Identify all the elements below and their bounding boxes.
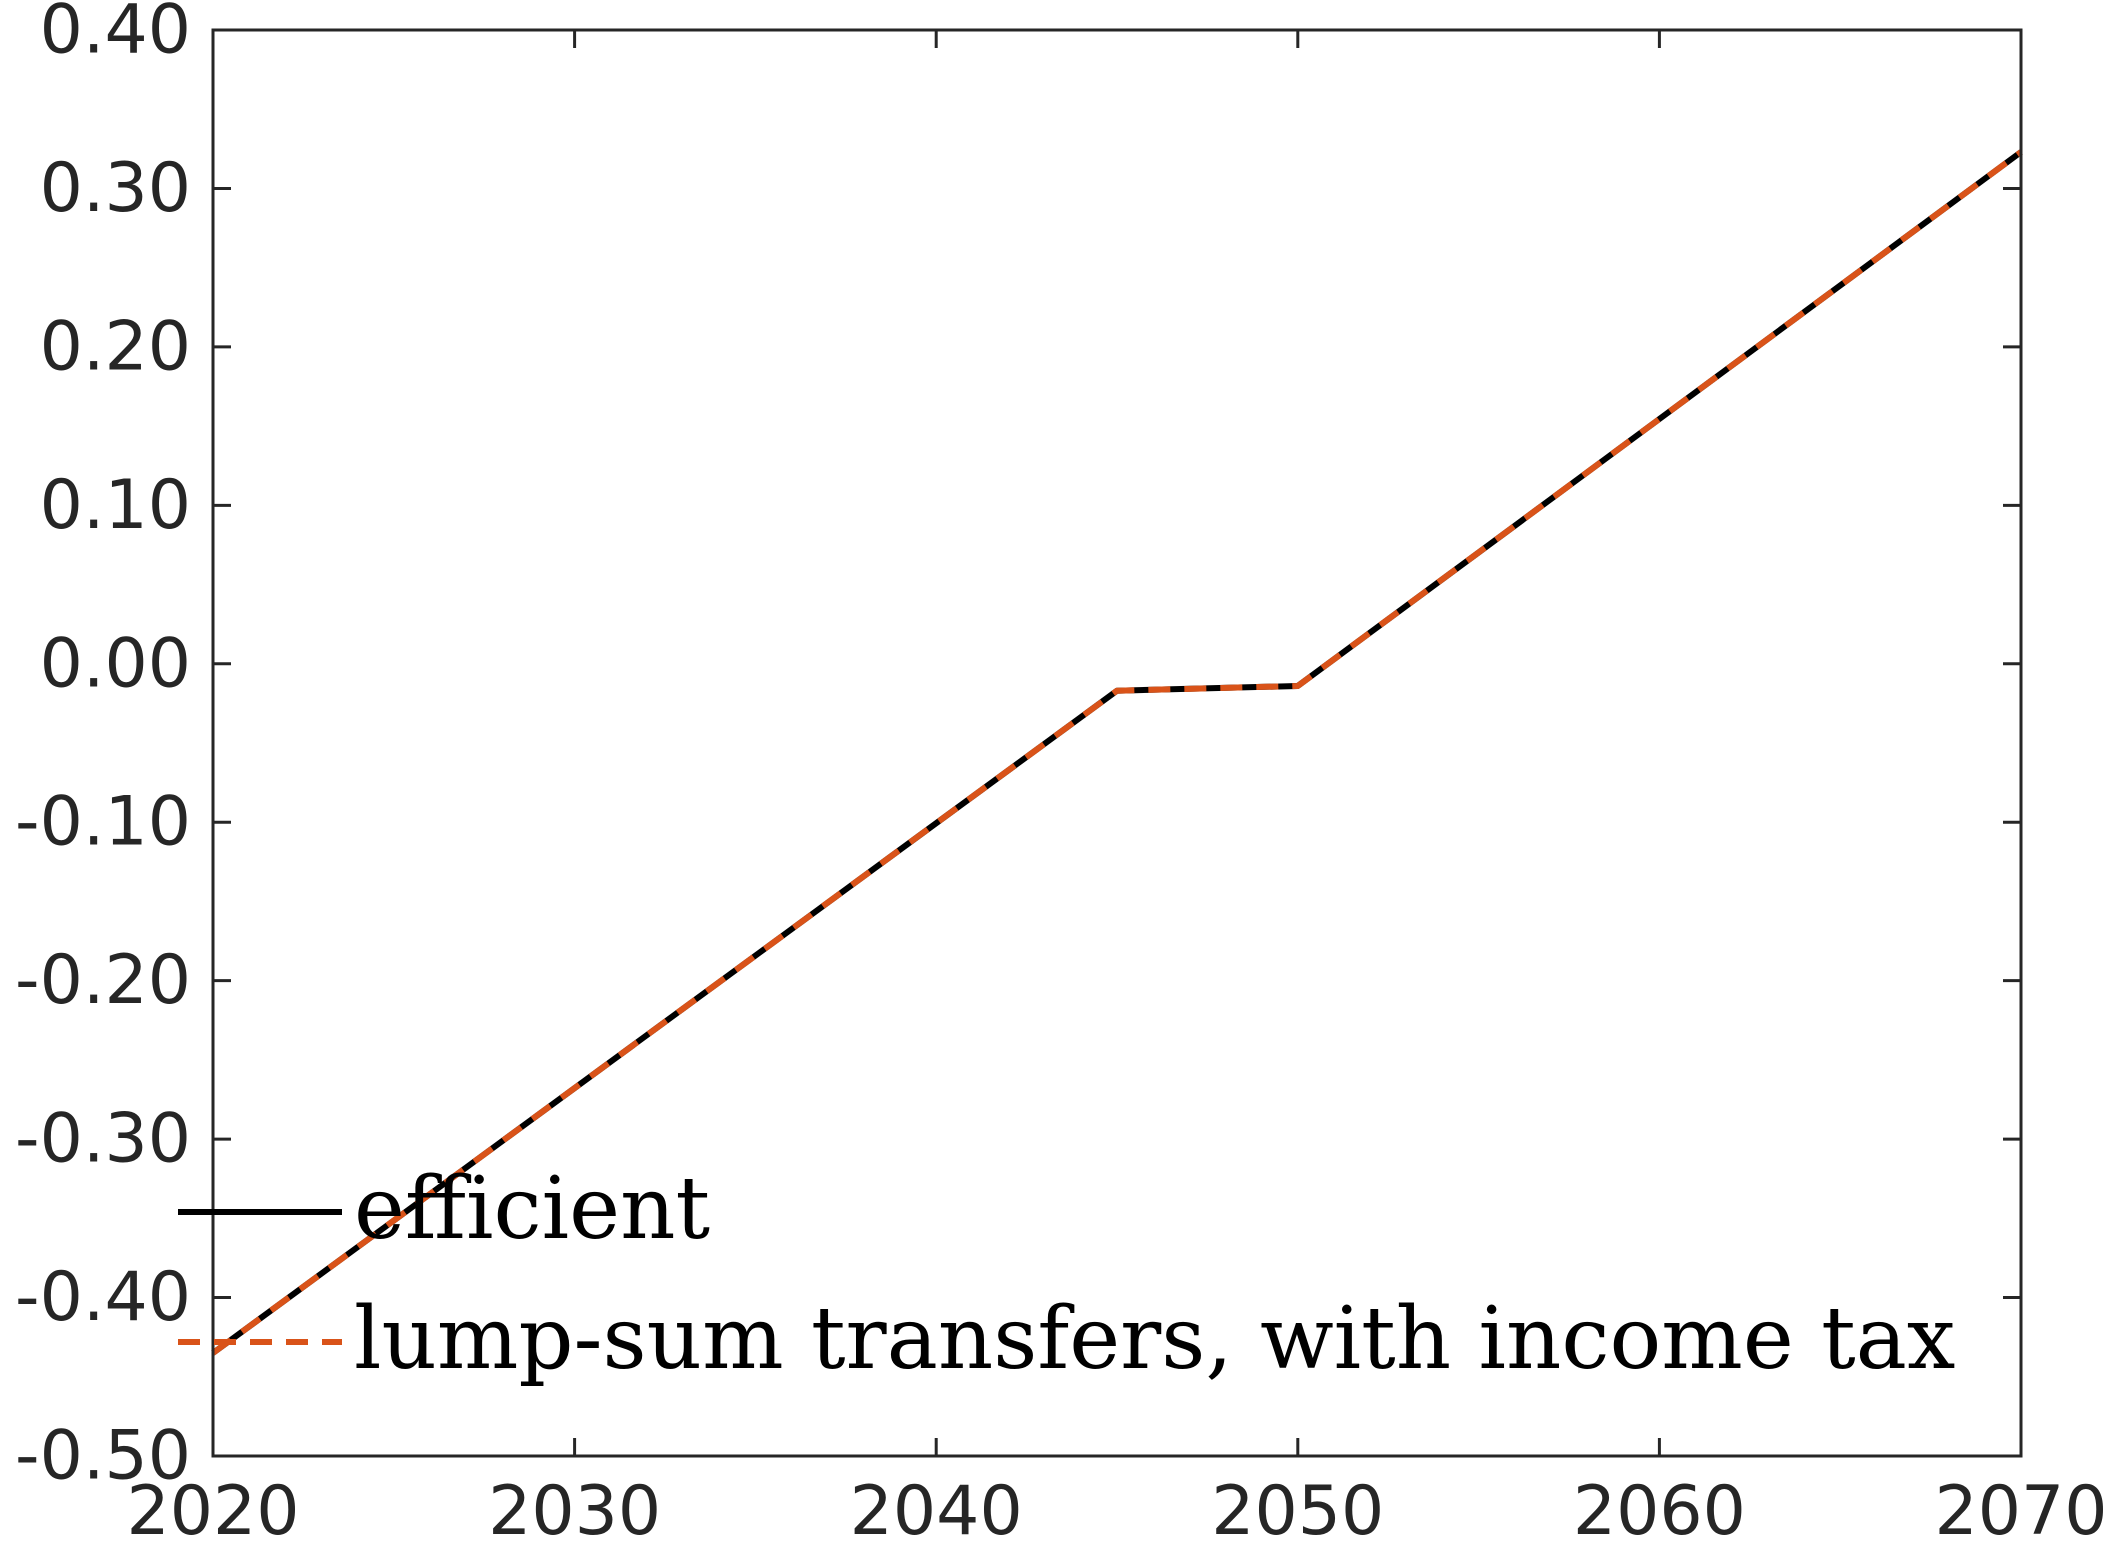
x-tick-label: 2030 — [488, 1472, 661, 1551]
y-tick-label: 0.10 — [40, 466, 191, 545]
x-tick-label: 2070 — [1934, 1472, 2107, 1551]
legend: efficient lump-sum transfers, with income… — [178, 1159, 1955, 1389]
x-tick-label: 2050 — [1211, 1472, 1384, 1551]
x-tick-label: 2020 — [126, 1472, 299, 1551]
y-tick-label: 0.00 — [40, 624, 191, 703]
y-tick-label: 0.20 — [40, 307, 191, 386]
y-tick-label: -0.40 — [15, 1258, 191, 1337]
plot-area — [213, 30, 2021, 1456]
series-lines — [211, 149, 2023, 1356]
legend-label: lump-sum transfers, with income tax — [354, 1289, 1955, 1389]
x-tick-label: 2040 — [850, 1472, 1023, 1551]
y-tick-label: -0.20 — [15, 941, 191, 1020]
x-tick-label: 2060 — [1573, 1472, 1746, 1551]
y-tick-label: -0.50 — [15, 1417, 191, 1496]
y-tick-label: 0.30 — [40, 149, 191, 228]
legend-label: efficient — [354, 1159, 710, 1259]
plot-frame — [211, 28, 2023, 1458]
y-tick-label: 0.40 — [40, 0, 191, 70]
y-axis-tick-labels: 0.40 0.30 0.20 0.10 0.00 -0.10 -0.20 -0.30 -0.40… — [15, 0, 191, 1496]
x-axis-tick-labels: 2020 2030 2040 2050 2060 2070 — [126, 1472, 2107, 1551]
y-tick-label: -0.30 — [15, 1100, 191, 1179]
y-tick-label: -0.10 — [15, 783, 191, 862]
series-line-lump-sum-transfers — [211, 149, 2023, 1356]
